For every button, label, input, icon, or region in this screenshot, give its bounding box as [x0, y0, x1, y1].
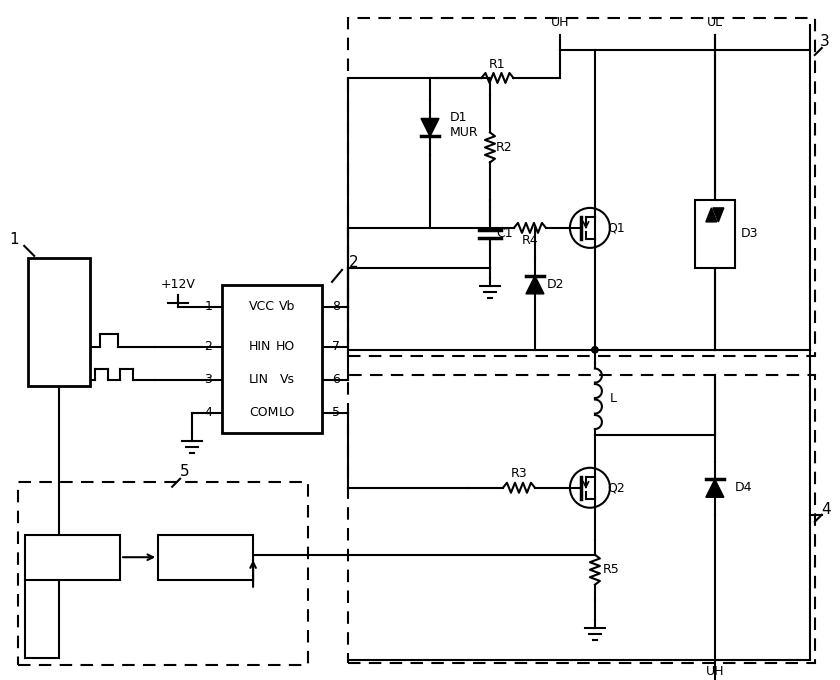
Polygon shape [421, 118, 439, 137]
Polygon shape [706, 479, 724, 497]
Text: 3: 3 [820, 35, 830, 50]
Text: Vb: Vb [279, 301, 295, 313]
Text: Q1: Q1 [607, 222, 625, 235]
Text: R4: R4 [522, 235, 538, 248]
Text: Vs: Vs [280, 373, 295, 386]
Bar [348, 18, 815, 356]
Text: L: L [609, 392, 617, 405]
Text: D3: D3 [741, 227, 759, 241]
Text: COM: COM [249, 406, 279, 420]
Bar [25, 534, 120, 580]
Text: UH: UH [706, 665, 724, 678]
Text: R1: R1 [489, 58, 506, 71]
Circle shape [592, 347, 598, 353]
Bar [348, 375, 815, 663]
Text: 4: 4 [821, 503, 831, 517]
Text: 6: 6 [332, 373, 340, 386]
Text: D4: D4 [735, 481, 753, 494]
Text: D2: D2 [547, 278, 564, 291]
Text: 5: 5 [181, 464, 190, 479]
Text: 3: 3 [204, 373, 213, 386]
Text: +12V: +12V [160, 278, 196, 291]
Text: C1: C1 [496, 227, 513, 241]
Text: R3: R3 [511, 467, 528, 480]
Text: 5: 5 [332, 406, 340, 420]
Polygon shape [526, 276, 544, 294]
Text: 1: 1 [204, 301, 213, 313]
Text: HO: HO [276, 340, 295, 354]
Text: 1: 1 [9, 233, 19, 248]
Text: HIN: HIN [249, 340, 271, 354]
Text: MUR: MUR [450, 126, 479, 139]
Text: 2: 2 [204, 340, 213, 354]
Text: LO: LO [279, 406, 295, 420]
Bar [695, 200, 735, 268]
Text: 4: 4 [204, 406, 213, 420]
Polygon shape [713, 208, 724, 222]
Text: LIN: LIN [249, 373, 269, 386]
Text: R5: R5 [602, 563, 619, 576]
Bar [18, 481, 308, 664]
Bar [158, 534, 253, 580]
Text: VCC: VCC [249, 301, 275, 313]
Text: 2: 2 [349, 256, 359, 271]
Text: 8: 8 [332, 301, 340, 313]
Text: D1: D1 [450, 112, 468, 124]
Circle shape [592, 347, 598, 353]
Text: UH: UH [551, 16, 570, 29]
Bar [222, 285, 322, 432]
Text: UL: UL [706, 16, 723, 29]
Text: Q2: Q2 [607, 481, 625, 494]
Text: 7: 7 [332, 340, 340, 354]
Polygon shape [706, 208, 717, 222]
Bar [29, 258, 90, 386]
Text: R2: R2 [496, 141, 512, 154]
Text: 比较电路: 比较电路 [58, 551, 87, 564]
Text: 放大电路: 放大电路 [191, 551, 221, 564]
